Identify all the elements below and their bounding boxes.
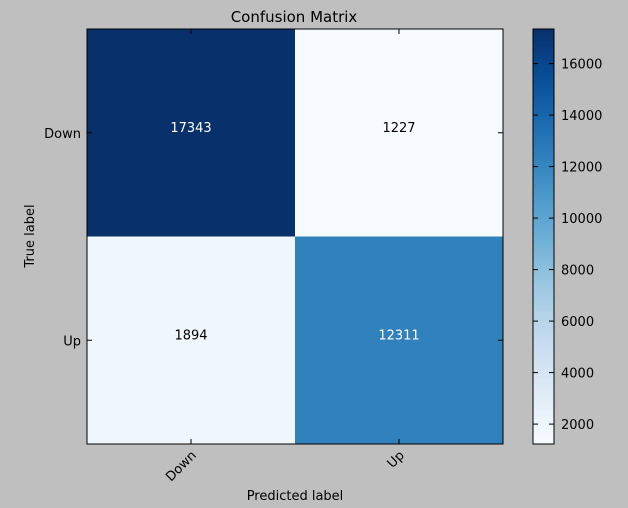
matrix-cell-value: 1894 (174, 328, 207, 343)
y-tick-label: Down (44, 127, 81, 142)
colorbar: 2000 4000 6000 8000 10000 12000 14000 16000 (532, 28, 602, 445)
matrix-cell-labels: 17343 1227 1894 12311 (170, 121, 419, 344)
colorbar-tick-label: 4000 (561, 367, 594, 382)
matrix-cell-down-down (87, 29, 295, 237)
colorbar-tick-label: 14000 (561, 109, 602, 124)
matrix-cell-value: 1227 (382, 121, 415, 136)
y-tick-label: Up (63, 334, 81, 349)
y-axis-label: True label (23, 204, 38, 268)
colorbar-tick-label: 6000 (561, 315, 594, 330)
colorbar-tick-label: 8000 (561, 264, 594, 279)
colorbar-tick-label: 10000 (561, 212, 602, 227)
matrix-cell-up-down (87, 236, 295, 444)
plot-frame (86, 28, 504, 445)
chart-title: Confusion Matrix (231, 8, 358, 26)
matrix-cell-up-up (295, 236, 503, 444)
y-axis-ticks: Down Up (44, 127, 503, 349)
matrix-cells (87, 29, 503, 444)
colorbar-tick-label: 12000 (561, 161, 602, 176)
matrix-cell-down-up (295, 29, 503, 237)
matrix-cell-value: 17343 (170, 121, 211, 136)
x-axis-label: Predicted label (247, 489, 344, 504)
colorbar-tick-label: 16000 (561, 58, 602, 73)
colorbar-gradient (532, 28, 555, 445)
x-tick-label: Up (385, 448, 408, 471)
x-tick-label: Down (163, 448, 200, 485)
matrix-cell-value: 12311 (378, 328, 419, 343)
colorbar-tick-label: 2000 (561, 418, 594, 433)
colorbar-ticks: 2000 4000 6000 8000 10000 12000 14000 16000 (533, 58, 602, 433)
